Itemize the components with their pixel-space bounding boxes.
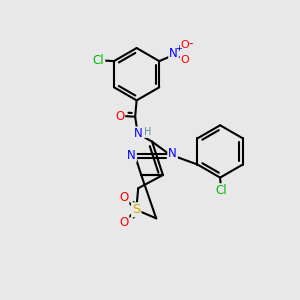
Text: N: N [168,147,177,160]
Text: S: S [132,203,140,216]
Text: Cl: Cl [93,54,104,67]
Text: O: O [181,55,189,64]
Text: O: O [119,191,128,204]
Text: N: N [127,148,136,161]
Text: N: N [169,47,178,60]
Text: -: - [188,37,193,50]
Text: O: O [119,216,128,229]
Text: O: O [181,40,189,50]
Text: Cl: Cl [215,184,226,197]
Text: H: H [144,128,151,137]
Text: O: O [115,110,124,123]
Text: N: N [134,128,143,140]
Text: +: + [175,44,182,53]
